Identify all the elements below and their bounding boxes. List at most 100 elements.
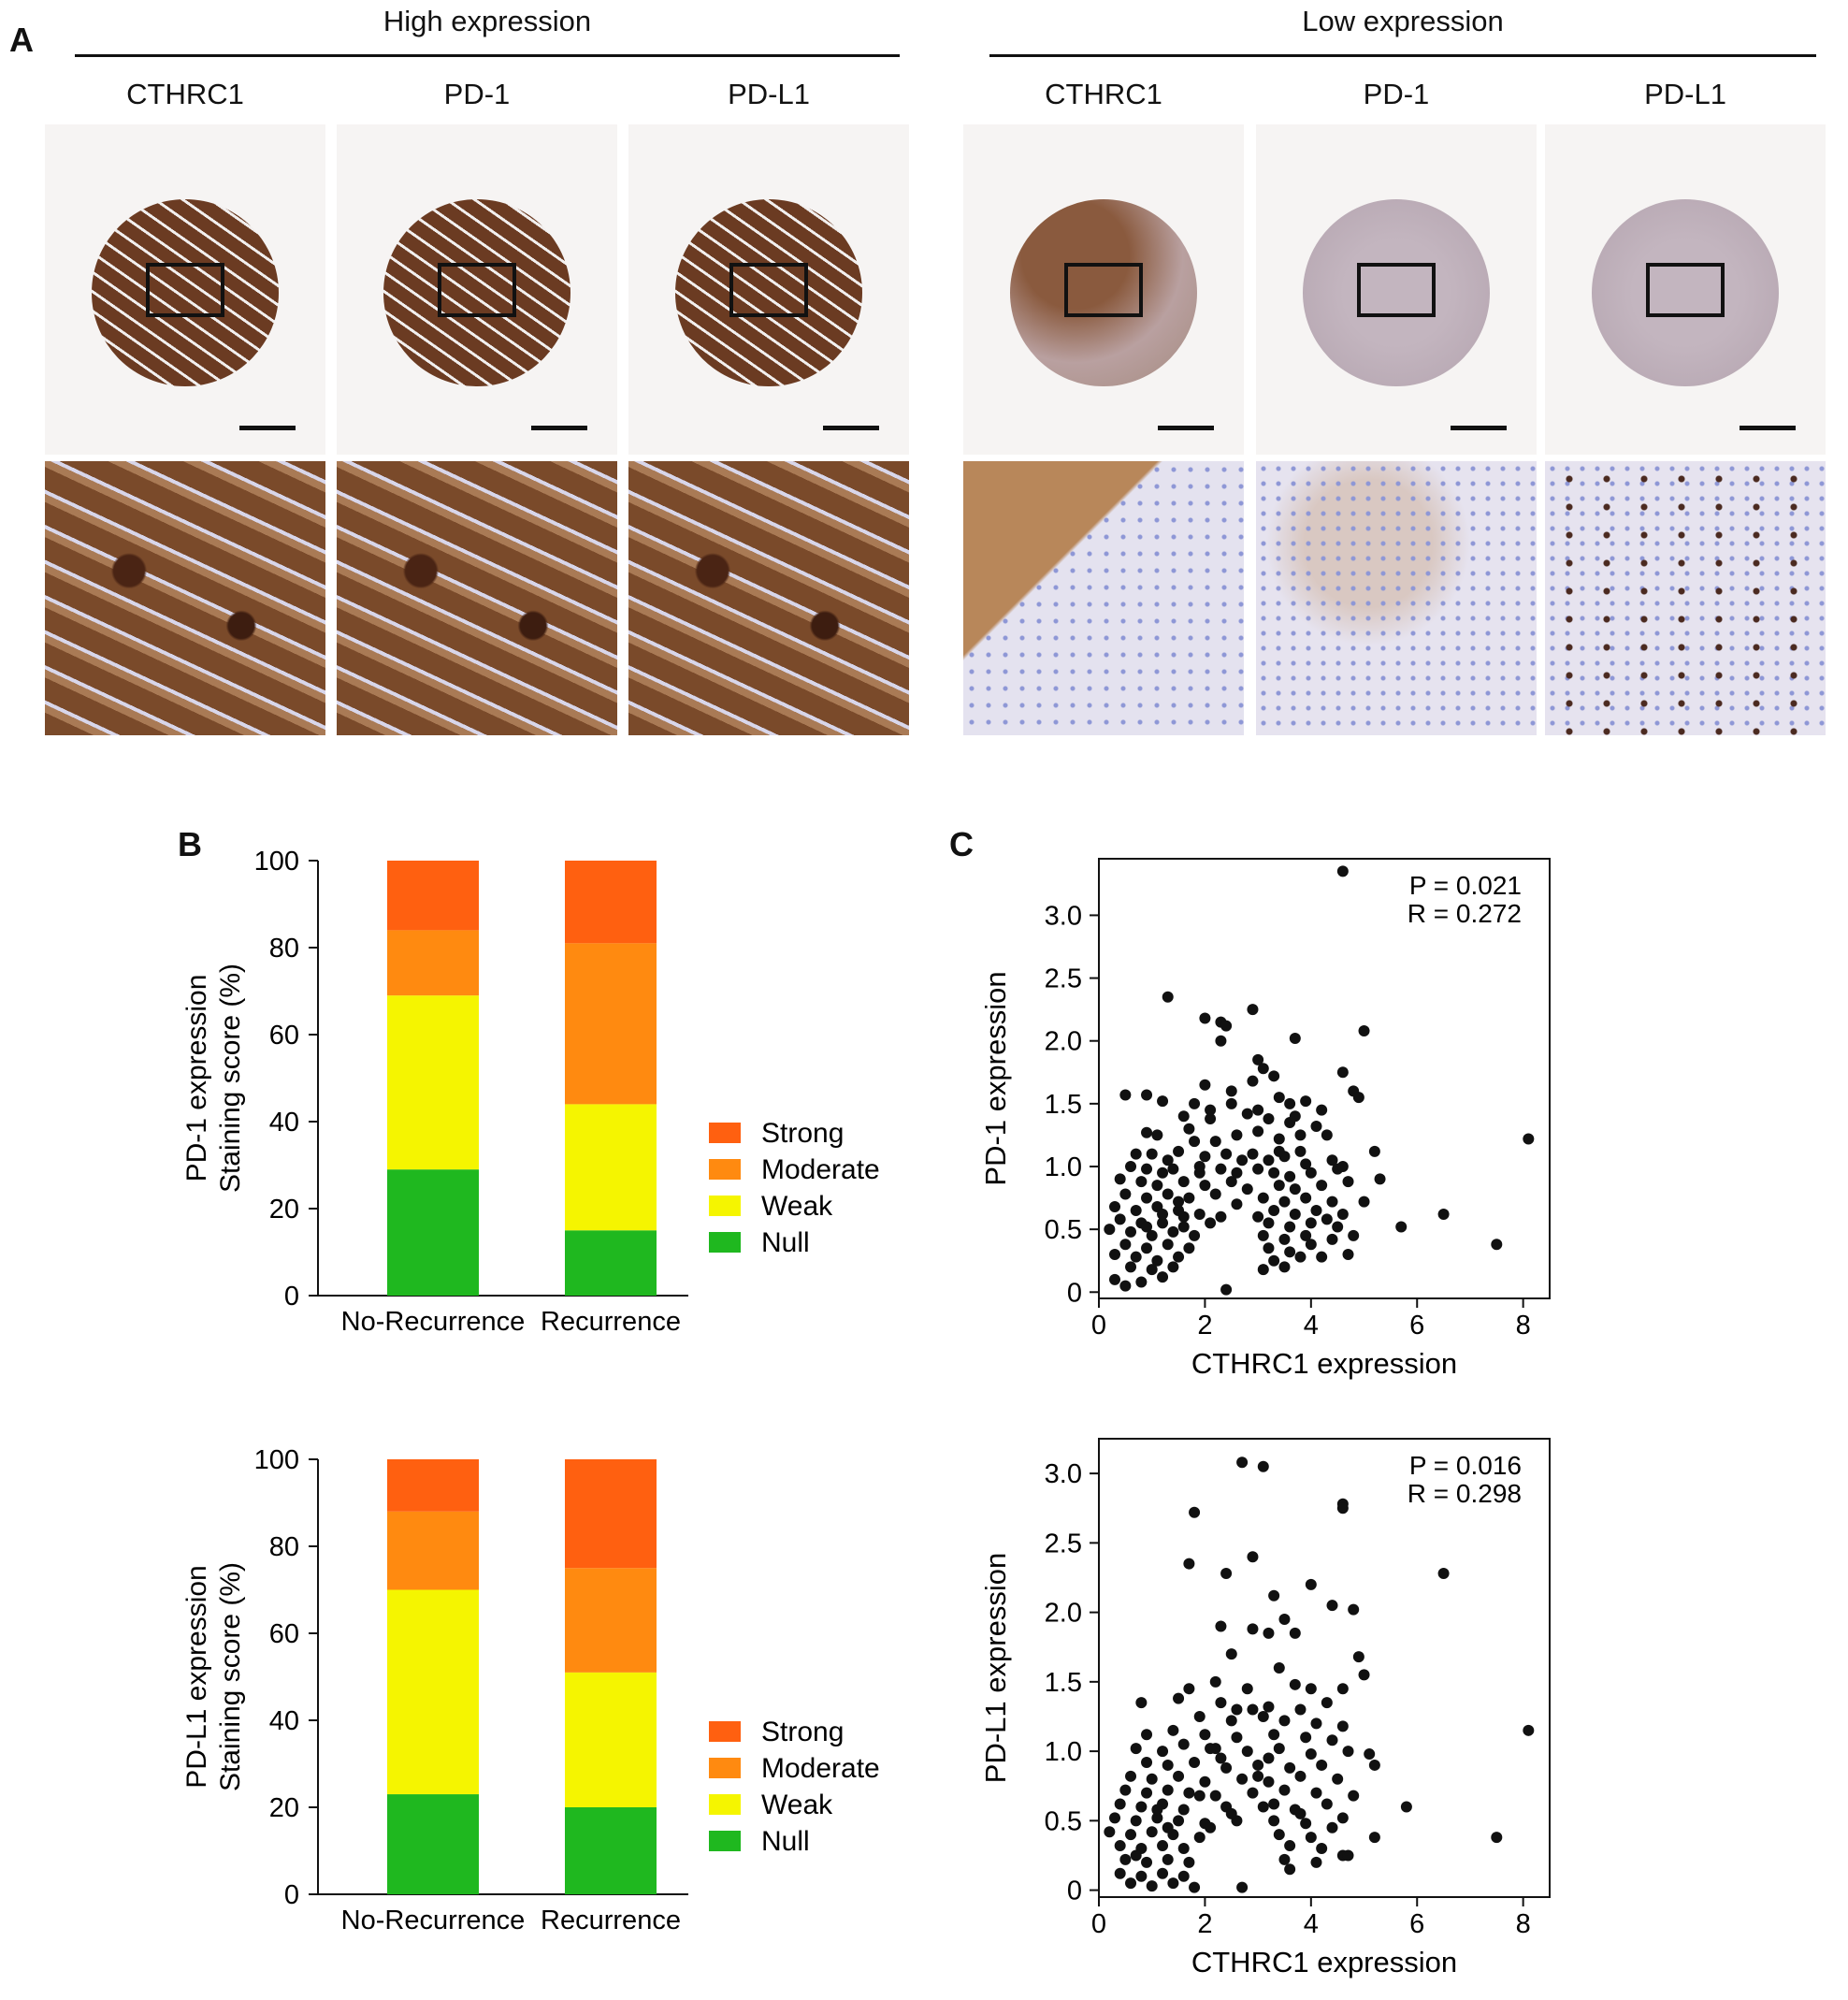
pd1-scatter-point xyxy=(1177,1221,1190,1233)
pdl1-scatter-point xyxy=(1294,1807,1307,1819)
pd1-scatter-ylabel: PD-1 expression xyxy=(979,971,1012,1185)
low-cthrc1-scale-bar xyxy=(1158,426,1214,430)
high-cthrc1-scale-bar xyxy=(239,426,296,430)
pd1-scatter-point xyxy=(1109,1200,1121,1212)
pdl1-scatter-point xyxy=(1225,1807,1237,1819)
pd1-scatter-y-tick-label: 2.0 xyxy=(1045,1027,1082,1057)
pdl1-scatter-point xyxy=(1364,1748,1376,1761)
pdl1-scatter-point xyxy=(1257,1710,1269,1722)
pdl1-scatter-point xyxy=(1189,1756,1201,1768)
pd1-scatter-point xyxy=(1167,1225,1179,1238)
pdl1-scatter-point xyxy=(1241,1683,1253,1695)
pd1-scatter-point xyxy=(1109,1249,1121,1260)
high-pdl1-zoom-box xyxy=(729,263,808,317)
pdl1-bar-bar-strong-0 xyxy=(387,1459,479,1512)
pd1-bar-bar-null-0 xyxy=(387,1169,479,1296)
low-cthrc1-micrograph xyxy=(963,461,1244,735)
high-expression-title: High expression xyxy=(383,5,592,37)
pd1-scatter-point xyxy=(1395,1221,1408,1233)
pdl1-scatter-point xyxy=(1209,1790,1221,1802)
pd1-scatter-point xyxy=(1157,1167,1169,1179)
pdl1-stacked-bar-chart: 0 20 40 60 80 100 No-Recurrence Recurrence PD-L1… xyxy=(181,1445,880,1935)
pdl1-scatter-point xyxy=(1162,1821,1174,1833)
pd1-scatter-point xyxy=(1263,1154,1275,1167)
pd1-scatter-point xyxy=(1273,1145,1285,1157)
pd1-scatter-point xyxy=(1177,1176,1190,1188)
pdl1-scatter-point xyxy=(1247,1787,1259,1799)
pd1-scatter-point xyxy=(1209,1188,1221,1200)
pd1-scatter-point xyxy=(1247,1075,1259,1087)
pd1-scatter-point xyxy=(1491,1239,1503,1251)
pd1-scatter-y-tick-label: 3.0 xyxy=(1045,901,1082,931)
low-pdl1-tma-tile xyxy=(1545,124,1826,455)
pd1-scatter-point xyxy=(1193,1161,1206,1172)
pdl1-scatter-point xyxy=(1173,1815,1185,1827)
pdl1-scatter-point xyxy=(1326,1600,1338,1612)
pd1-bar-y-tick-label: 80 xyxy=(269,934,299,964)
low-pdl1-zoom-box xyxy=(1646,263,1725,317)
pd1-scatter-point xyxy=(1342,1176,1354,1188)
low-pd1-scale-bar xyxy=(1451,426,1507,430)
pd1-scatter-point xyxy=(1437,1209,1450,1221)
pdl1-scatter-point xyxy=(1125,1829,1137,1841)
pd1-scatter-point xyxy=(1151,1180,1163,1192)
pdl1-scatter-x-tick-label: 2 xyxy=(1197,1909,1212,1939)
pd1-scatter-point xyxy=(1263,1217,1275,1229)
pdl1-scatter-point xyxy=(1183,1683,1195,1695)
pd1-scatter-point xyxy=(1305,1167,1317,1179)
pd1-scatter-point xyxy=(1326,1196,1338,1208)
pd1-scatter-point xyxy=(1119,1089,1132,1101)
pdl1-scatter-point xyxy=(1289,1627,1301,1639)
pdl1-scatter-point xyxy=(1305,1748,1317,1761)
high-pd1-zoom-box xyxy=(438,263,516,317)
pd1-scatter-point xyxy=(1278,1233,1291,1245)
pd1-scatter-point xyxy=(1374,1173,1386,1185)
pd1-bar-y-tick-label: 20 xyxy=(269,1195,299,1225)
pd1-scatter-point xyxy=(1199,1151,1211,1163)
pd1-scatter-point xyxy=(1173,1145,1185,1157)
pdl1-scatter-y-tick-label: 2.5 xyxy=(1045,1529,1082,1558)
pd1-scatter-point xyxy=(1157,1209,1169,1221)
low-pdl1-micrograph xyxy=(1545,461,1826,735)
pd1-scatter-point xyxy=(1199,1180,1211,1192)
pdl1-scatter-point xyxy=(1135,1697,1148,1709)
pd1-scatter-point xyxy=(1263,1112,1275,1124)
pdl1-bar-ylabel-line1: PD-L1 expression xyxy=(181,1565,212,1788)
pd1-scatter-point xyxy=(1162,991,1174,1003)
pdl1-scatter-point xyxy=(1205,1743,1217,1755)
pd1-scatter-point xyxy=(1205,1217,1217,1229)
high-pd1-scale-bar xyxy=(531,426,587,430)
pd1-bar-legend-label-weak: Weak xyxy=(761,1191,833,1222)
pdl1-scatter-point xyxy=(1284,1863,1296,1876)
pdl1-scatter-point xyxy=(1130,1815,1142,1827)
pdl1-bar-legend-label-weak: Weak xyxy=(761,1790,833,1820)
pdl1-scatter-point xyxy=(1284,1761,1296,1774)
pd1-bar-y-tick-label: 60 xyxy=(269,1021,299,1051)
high-pd1-tma-tile xyxy=(337,124,617,455)
high-cthrc1-zoom-box xyxy=(146,263,224,317)
pdl1-bar-bar-moderate-1 xyxy=(565,1568,657,1673)
pd1-scatter-point xyxy=(1342,1249,1354,1260)
pd1-bar-legend-label-null: Null xyxy=(761,1227,810,1258)
pdl1-scatter-point xyxy=(1104,1826,1116,1838)
pdl1-scatter-point xyxy=(1183,1558,1195,1570)
pd1-bar-category-label: Recurrence xyxy=(541,1307,681,1337)
pdl1-scatter-y-tick-label: 3.0 xyxy=(1045,1459,1082,1489)
pdl1-scatter-x-tick-label: 0 xyxy=(1091,1909,1106,1939)
pd1-scatter-point xyxy=(1268,1205,1280,1216)
pd1-scatter-point xyxy=(1220,1020,1233,1032)
pd1-scatter-point xyxy=(1241,1183,1253,1196)
pdl1-scatter-point xyxy=(1263,1701,1275,1713)
pdl1-scatter-point xyxy=(1193,1790,1206,1802)
pd1-scatter-point xyxy=(1284,1097,1296,1109)
pd1-scatter-point xyxy=(1189,1136,1201,1148)
pdl1-bar-legend-label-null: Null xyxy=(761,1826,810,1857)
pdl1-scatter-x-tick-label: 6 xyxy=(1409,1909,1424,1939)
pd1-bar-y-tick-label: 40 xyxy=(269,1108,299,1138)
pdl1-bar-ylabel-line2: Staining score (%) xyxy=(215,1562,246,1791)
pd1-scatter-point xyxy=(1209,1136,1221,1148)
pdl1-scatter-point xyxy=(1336,1812,1349,1824)
pd1-scatter-point xyxy=(1358,1024,1370,1036)
pdl1-bar-bar-strong-1 xyxy=(565,1459,657,1569)
pdl1-bar-legend-swatch-moderate xyxy=(709,1758,741,1778)
